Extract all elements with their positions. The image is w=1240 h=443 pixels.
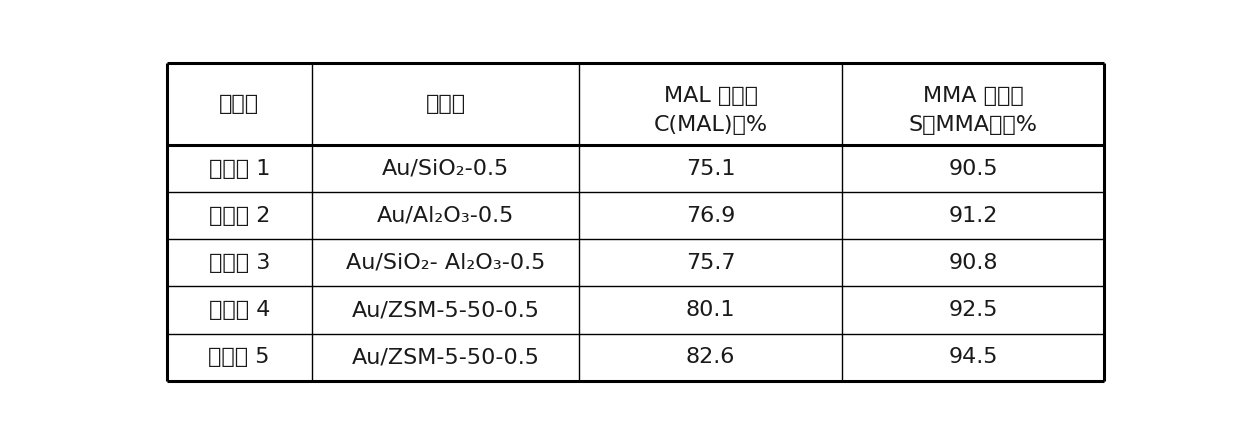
Text: 90.8: 90.8 xyxy=(949,253,998,273)
Text: 催化剂: 催化剂 xyxy=(425,94,466,114)
Text: 75.7: 75.7 xyxy=(686,253,735,273)
Text: MMA 选择性: MMA 选择性 xyxy=(923,86,1023,106)
Text: 对比例 3: 对比例 3 xyxy=(208,253,270,273)
Text: Au/ZSM-5-50-0.5: Au/ZSM-5-50-0.5 xyxy=(352,347,539,367)
Text: 实施例: 实施例 xyxy=(219,94,259,114)
Text: S（MMA），%: S（MMA），% xyxy=(909,115,1038,135)
Text: Au/SiO₂- Al₂O₃-0.5: Au/SiO₂- Al₂O₃-0.5 xyxy=(346,253,546,273)
Text: 94.5: 94.5 xyxy=(949,347,998,367)
Text: 91.2: 91.2 xyxy=(949,206,998,226)
Text: 对比例 1: 对比例 1 xyxy=(208,159,270,179)
Text: 82.6: 82.6 xyxy=(686,347,735,367)
Text: Au/SiO₂-0.5: Au/SiO₂-0.5 xyxy=(382,159,510,179)
Text: 对比例 5: 对比例 5 xyxy=(208,347,270,367)
Text: 对比例 4: 对比例 4 xyxy=(208,300,270,320)
Text: MAL 转化率: MAL 转化率 xyxy=(663,86,758,106)
Text: 75.1: 75.1 xyxy=(686,159,735,179)
Text: 80.1: 80.1 xyxy=(686,300,735,320)
Text: 90.5: 90.5 xyxy=(949,159,998,179)
Text: Au/Al₂O₃-0.5: Au/Al₂O₃-0.5 xyxy=(377,206,515,226)
Text: 76.9: 76.9 xyxy=(686,206,735,226)
Text: 对比例 2: 对比例 2 xyxy=(208,206,270,226)
Text: 92.5: 92.5 xyxy=(949,300,998,320)
Text: C(MAL)，%: C(MAL)，% xyxy=(653,115,768,135)
Text: Au/ZSM-5-50-0.5: Au/ZSM-5-50-0.5 xyxy=(352,300,539,320)
